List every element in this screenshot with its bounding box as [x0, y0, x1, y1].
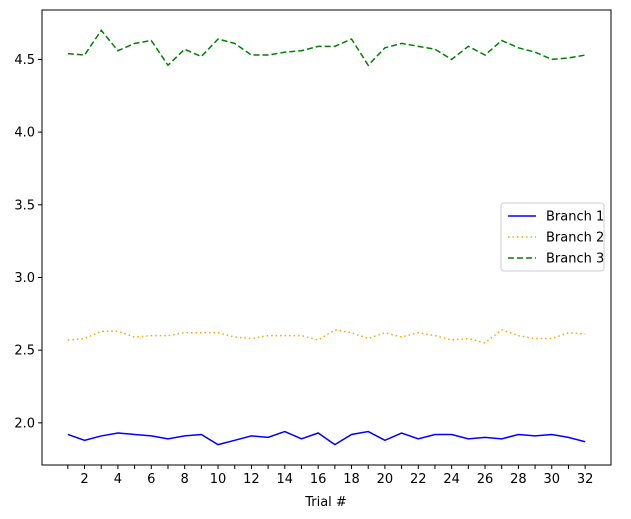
x-tick-label: 14	[277, 472, 294, 487]
x-axis: 2 4 6 8 10 12 14 16 18 20 22 24 26 28 30 32	[67, 465, 594, 487]
series-line-1	[67, 430, 586, 446]
x-tick-label: 18	[343, 472, 360, 487]
x-tick-label: 28	[510, 472, 527, 487]
y-tick-label: 3.0	[14, 271, 35, 286]
y-tick-label: 2.0	[14, 416, 35, 431]
x-tick-label: 26	[477, 472, 494, 487]
x-tick-label: 20	[377, 472, 394, 487]
legend-box	[500, 202, 605, 272]
x-tick-label: 4	[114, 472, 122, 487]
x-tick-label: 2	[80, 472, 88, 487]
y-tick-label: 4.5	[14, 53, 35, 68]
x-tick-label: 16	[310, 472, 327, 487]
series-line-3	[67, 29, 586, 67]
x-tick-label: 32	[577, 472, 594, 487]
x-tick-label: 8	[181, 472, 189, 487]
legend-label-2: Branch 2	[546, 231, 604, 246]
y-tick-label: 2.5	[14, 344, 35, 359]
x-axis-label: Trial #	[304, 495, 347, 510]
x-tick-label: 22	[410, 472, 427, 487]
x-tick-label: 6	[147, 472, 155, 487]
x-tick-label: 30	[543, 472, 560, 487]
plot-area-frame	[41, 9, 612, 466]
series-line-2	[67, 328, 586, 344]
y-tick-label: 4.0	[14, 126, 35, 141]
x-tick-label: 10	[210, 472, 227, 487]
series-layer	[67, 29, 586, 446]
x-tick-label: 24	[443, 472, 460, 487]
legend: Branch 1 Branch 2 Branch 3	[500, 202, 605, 272]
x-tick-label: 12	[243, 472, 260, 487]
legend-label-3: Branch 3	[546, 252, 604, 267]
y-axis: 2.0 2.5 3.0 3.5 4.0 4.5	[14, 53, 42, 431]
y-tick-label: 3.5	[14, 198, 35, 213]
legend-label-1: Branch 1	[546, 210, 604, 225]
